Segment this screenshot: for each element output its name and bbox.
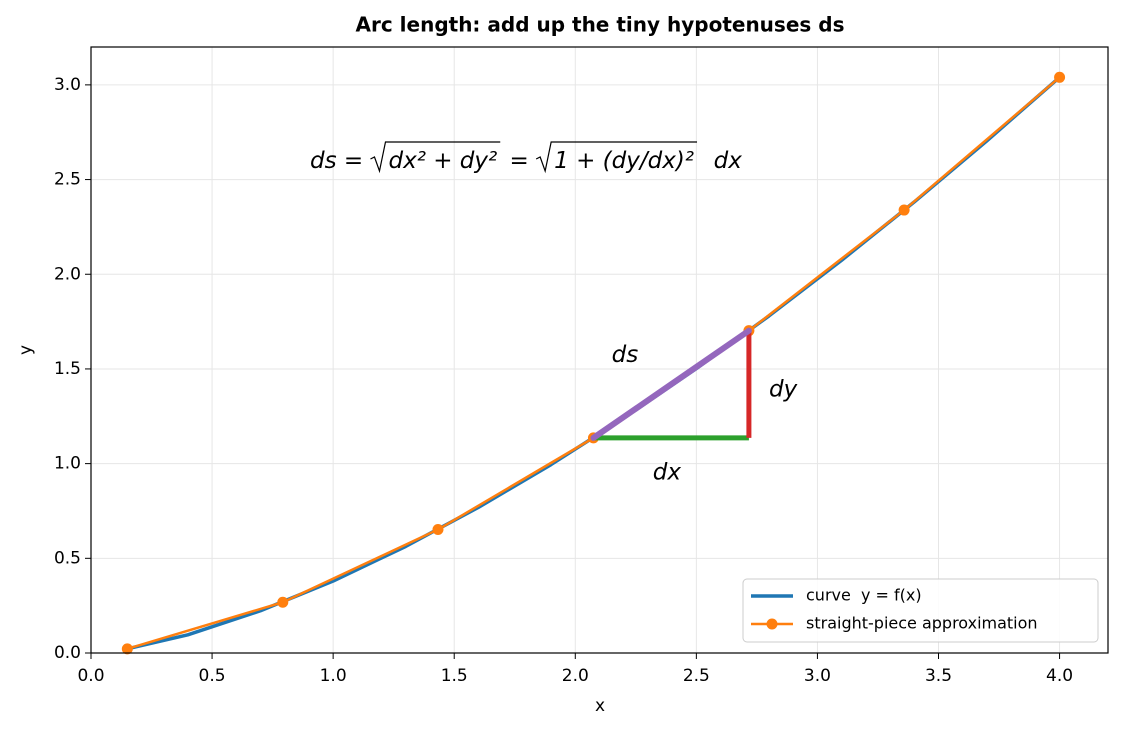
formula-part: dx [699, 148, 742, 174]
series-marker [1054, 71, 1066, 83]
series-marker [432, 524, 444, 536]
x-tick-label: 1.0 [320, 666, 347, 686]
y-tick-label: 1.0 [54, 454, 81, 474]
x-tick-label: 1.5 [441, 666, 468, 686]
x-tick-label: 4.0 [1046, 666, 1073, 686]
legend-label: straight-piece approximation [806, 614, 1038, 633]
x-tick-label: 2.5 [683, 666, 710, 686]
plot-frame [90, 46, 1109, 654]
formula-part: ds = [310, 148, 370, 174]
formula-part: dx² + dy² [388, 148, 497, 174]
x-axis-label: x [595, 696, 605, 716]
y-tick-label: 0.5 [54, 548, 81, 568]
y-axis-label: y [16, 345, 36, 355]
series-marker [898, 204, 910, 216]
legend-label: curve y = f(x) [806, 586, 922, 605]
legend: curve y = f(x) straight-piece approximati… [742, 578, 1099, 643]
x-tick-label: 2.0 [562, 666, 589, 686]
y-tick-label: 2.5 [54, 170, 81, 190]
legend-box [742, 578, 1099, 643]
radical-sign [535, 141, 698, 174]
series-marker [121, 643, 133, 655]
series-marker [277, 596, 289, 608]
formula-part: 1 + (dy/dx)² [554, 148, 694, 174]
annotation: dy [769, 376, 798, 402]
x-tick-label: 3.0 [804, 666, 831, 686]
x-tick-label: 0.5 [199, 666, 226, 686]
legend-marker [766, 618, 778, 630]
chart-title: Arc length: add up the tiny hypotenuses … [356, 13, 845, 37]
ds-segment [590, 327, 752, 441]
y-tick-label: 0.0 [54, 643, 81, 663]
formula-part: = [502, 148, 536, 174]
x-tick-label: 3.5 [925, 666, 952, 686]
y-tick-label: 1.5 [54, 359, 81, 379]
annotation: dx [653, 460, 682, 486]
x-tick-label: 0.0 [77, 666, 104, 686]
y-tick-label: 2.0 [54, 264, 81, 284]
radical-sign [370, 141, 501, 174]
annotation: ds [612, 342, 639, 368]
y-tick-label: 3.0 [54, 75, 81, 95]
